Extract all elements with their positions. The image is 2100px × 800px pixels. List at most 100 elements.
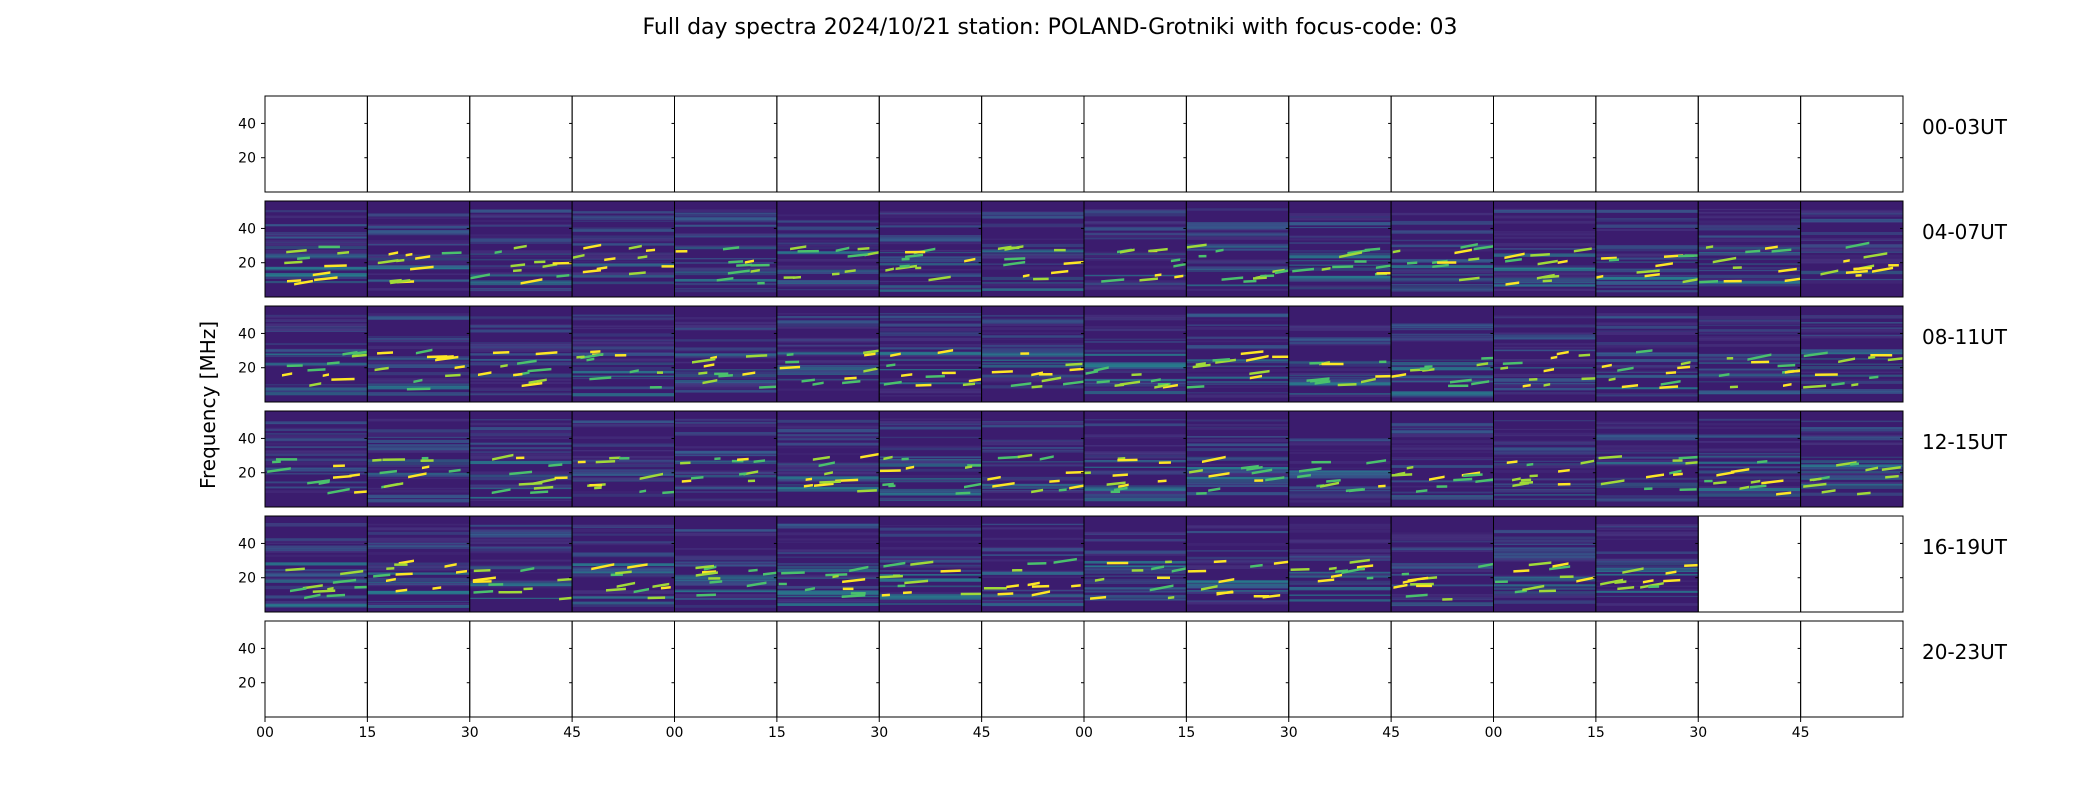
spectrum-burst: [1776, 491, 1792, 496]
spectrum-band: [367, 365, 470, 369]
spectrum-band: [1595, 314, 1699, 317]
spectrum-burst: [1196, 492, 1207, 495]
spectrum-burst: [1549, 565, 1571, 571]
spectrum-band: [1084, 209, 1187, 212]
spectrum-burst: [629, 271, 646, 276]
spectrum-band: [1186, 359, 1289, 362]
spectrum-burst: [332, 474, 352, 479]
spectrum-band: [572, 574, 675, 578]
spectrum-band: [572, 275, 675, 278]
spectrum-band: [981, 343, 1084, 347]
spectrum-band: [1800, 430, 1903, 432]
spectrum-band: [1084, 226, 1187, 228]
x-tick-label: 30: [1280, 725, 1298, 741]
spectrum-band: [469, 547, 573, 552]
spectrum-band: [1595, 261, 1699, 264]
spectrum-burst: [962, 382, 976, 387]
panel-frame: [1800, 620, 1904, 718]
spectrum-burst: [318, 480, 330, 485]
spectrum-burst: [661, 265, 675, 268]
spectrum-band: [879, 388, 982, 391]
spectrum-band: [1800, 261, 1903, 264]
spectrum-burst: [1558, 468, 1570, 473]
spectrum-burst: [698, 371, 708, 375]
spectrum-band: [879, 596, 982, 600]
spectrum-band: [265, 253, 368, 256]
spectrum-band: [572, 318, 675, 321]
spectrum-band: [265, 421, 368, 425]
spectrum-band: [879, 235, 982, 238]
spectrum-band: [981, 359, 1084, 361]
spectrum-band: [1800, 427, 1903, 430]
spectrum-band: [1391, 594, 1494, 596]
spectrum-band: [1084, 594, 1187, 597]
spectrum-panel: [1288, 516, 1392, 612]
spectrum-band: [1595, 531, 1699, 534]
spectrum-band: [1800, 218, 1903, 223]
spectrum-panel: [265, 516, 368, 612]
x-tick-label: 30: [1689, 725, 1707, 741]
spectrum-band: [1493, 346, 1596, 349]
spectrum-band: [981, 255, 1084, 259]
spectrum-band: [879, 323, 982, 327]
spectrum-panel: [265, 411, 368, 507]
spectrum-band: [1391, 378, 1494, 382]
spectrum-burst: [736, 263, 752, 267]
spectrum-burst: [905, 250, 926, 254]
spectrum-burst: [385, 577, 396, 583]
spectrum-band: [1084, 237, 1187, 239]
spectrum-burst: [1192, 363, 1211, 369]
spectrum-band: [879, 546, 982, 550]
spectrum-band: [1493, 587, 1596, 590]
spectrum-band: [879, 593, 982, 598]
spectrum-band: [674, 347, 777, 351]
spectrum-burst: [406, 387, 431, 391]
spectrum-burst: [1723, 279, 1742, 283]
spectrum-band: [367, 392, 470, 396]
spectrum-band: [1186, 345, 1289, 349]
spectrum-burst: [1321, 362, 1344, 366]
spectrum-band: [265, 433, 368, 435]
spectrum-burst: [1522, 584, 1545, 592]
spectrum-burst: [1665, 570, 1677, 575]
spectrum-band: [265, 343, 368, 345]
spectrum-band: [776, 339, 880, 343]
spectrum-band: [1595, 344, 1699, 347]
spectrum-band: [674, 558, 777, 561]
spectrum-band: [1595, 254, 1699, 257]
spectrum-band: [1595, 371, 1699, 373]
panel-frame: [366, 620, 471, 718]
panel-frame: [571, 620, 675, 718]
spectrum-band: [1084, 326, 1187, 328]
spectrum-burst: [925, 374, 945, 379]
spectrum-band: [776, 252, 880, 255]
spectrum-band: [1493, 332, 1596, 335]
spectrum-band: [1186, 426, 1289, 428]
spectrum-band: [1595, 426, 1699, 429]
spectrum-band: [776, 351, 880, 355]
spectrum-band: [367, 562, 470, 566]
spectrum-band: [469, 433, 573, 437]
spectrum-band: [572, 220, 675, 223]
spectrum-burst: [1069, 367, 1084, 372]
spectrum-band: [469, 346, 573, 349]
spectrum-band: [674, 353, 777, 357]
spectrum-band: [1186, 525, 1289, 529]
spectrum-band: [469, 496, 573, 499]
spectrum-panel: [1288, 201, 1392, 297]
spectrum-band: [879, 527, 982, 531]
spectrum-band: [674, 451, 777, 454]
spectrum-burst: [639, 489, 647, 494]
spectrum-band: [572, 263, 675, 266]
spectrum-band: [367, 583, 470, 585]
spectrum-band: [1698, 362, 1801, 364]
spectrum-band: [367, 531, 470, 535]
spectrum-band: [1288, 378, 1392, 382]
spectrum-band: [981, 439, 1084, 442]
spectrum-band: [776, 435, 880, 439]
spectrum-band: [572, 325, 675, 328]
spectrum-band: [981, 327, 1084, 330]
spectrum-band: [1595, 345, 1699, 349]
spectrum-burst: [349, 473, 360, 478]
spectrum-band: [469, 288, 573, 291]
